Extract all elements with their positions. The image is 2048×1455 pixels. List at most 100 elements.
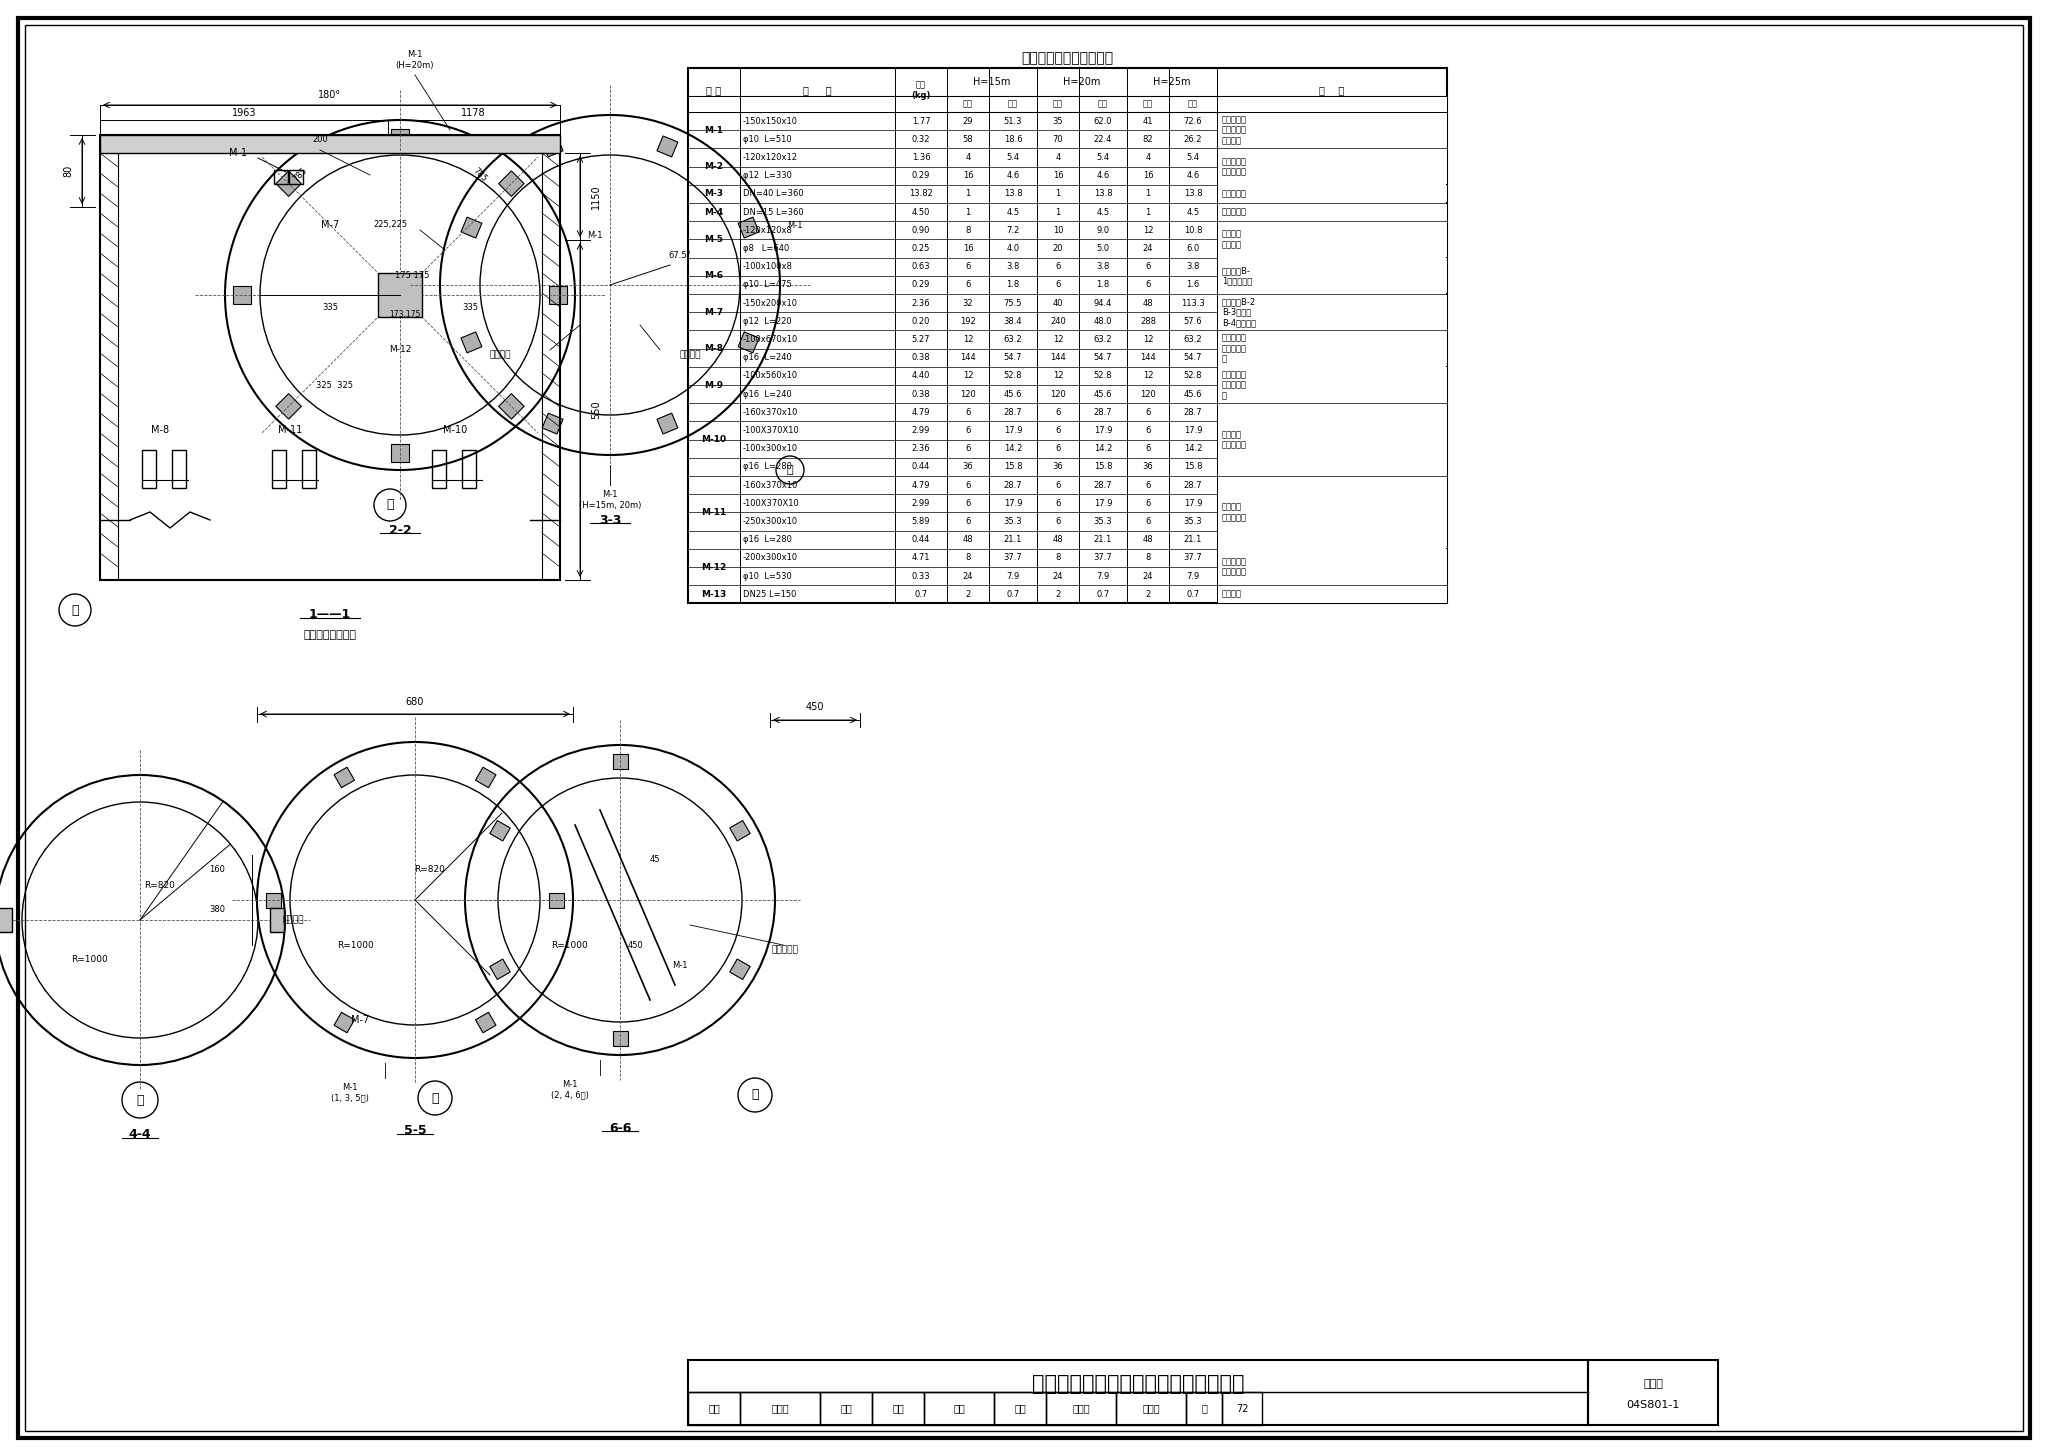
Text: 113.3: 113.3 — [1182, 298, 1204, 307]
Text: 2.36: 2.36 — [911, 444, 930, 453]
Bar — [612, 1032, 627, 1046]
Text: 144: 144 — [1051, 354, 1065, 362]
Text: 13.82: 13.82 — [909, 189, 934, 198]
Text: 14.2: 14.2 — [1004, 444, 1022, 453]
Text: 785: 785 — [471, 166, 489, 183]
Bar — [1217, 330, 1446, 367]
Text: 63.2: 63.2 — [1184, 335, 1202, 343]
Text: 9.0: 9.0 — [1096, 226, 1110, 234]
Text: 用于平台
固定钢梯: 用于平台 固定钢梯 — [1223, 230, 1241, 249]
Text: 件数: 件数 — [1143, 99, 1153, 109]
Text: 预埋套管: 预埋套管 — [489, 351, 510, 359]
Text: 4.6: 4.6 — [1096, 172, 1110, 180]
Text: 6: 6 — [1145, 407, 1151, 416]
Text: R=1000: R=1000 — [551, 940, 588, 950]
Text: 5.4: 5.4 — [1186, 153, 1200, 162]
Text: -100X370X10: -100X370X10 — [743, 426, 801, 435]
Text: 72.6: 72.6 — [1184, 116, 1202, 125]
Text: M-3: M-3 — [705, 189, 723, 198]
Text: M-1
(H=15m, 20m): M-1 (H=15m, 20m) — [580, 490, 641, 509]
Text: M-7: M-7 — [350, 1016, 369, 1024]
Text: 5.4: 5.4 — [1006, 153, 1020, 162]
Text: 180°: 180° — [317, 90, 342, 100]
Text: 0.44: 0.44 — [911, 463, 930, 471]
Text: 45.6: 45.6 — [1094, 390, 1112, 399]
Text: 82: 82 — [1143, 135, 1153, 144]
Text: 尹华容: 尹华容 — [1073, 1404, 1090, 1413]
Text: 门: 门 — [387, 499, 393, 512]
Text: 4: 4 — [965, 153, 971, 162]
Text: 57.6: 57.6 — [1184, 317, 1202, 326]
Text: 4.50: 4.50 — [911, 208, 930, 217]
Text: 总重: 总重 — [1098, 99, 1108, 109]
Text: 54.7: 54.7 — [1004, 354, 1022, 362]
Bar — [1217, 185, 1446, 202]
Text: 0.25: 0.25 — [911, 244, 930, 253]
Text: 36: 36 — [1143, 463, 1153, 471]
Text: 52.8: 52.8 — [1184, 371, 1202, 380]
Text: 单重
(kg): 单重 (kg) — [911, 80, 930, 100]
Text: 0.7: 0.7 — [913, 589, 928, 599]
Text: H=15m: H=15m — [973, 77, 1010, 87]
Text: 37.7: 37.7 — [1004, 553, 1022, 563]
Text: 16: 16 — [963, 172, 973, 180]
Bar — [233, 287, 252, 304]
Text: DN=40 L=360: DN=40 L=360 — [743, 189, 803, 198]
Text: M-1: M-1 — [786, 221, 803, 230]
Text: M-8: M-8 — [152, 425, 170, 435]
Bar — [1217, 204, 1446, 221]
Text: 240: 240 — [1051, 317, 1065, 326]
Text: 4.40: 4.40 — [911, 371, 930, 380]
Text: 门: 门 — [432, 1091, 438, 1104]
Text: 0.44: 0.44 — [911, 535, 930, 544]
Bar — [272, 450, 287, 487]
Text: 35.3: 35.3 — [1004, 517, 1022, 527]
Bar — [270, 908, 285, 933]
Text: 4.5: 4.5 — [1186, 208, 1200, 217]
Text: 67.5°: 67.5° — [668, 250, 692, 259]
Text: φ16  L=240: φ16 L=240 — [743, 390, 793, 399]
Text: φ10  L=530: φ10 L=530 — [743, 572, 793, 581]
Text: -160x370x10: -160x370x10 — [743, 407, 799, 416]
Text: 13.8: 13.8 — [1094, 189, 1112, 198]
Text: 225,225: 225,225 — [373, 221, 408, 230]
Text: 李华宇: 李华宇 — [1143, 1404, 1159, 1413]
Text: 编 号: 编 号 — [707, 84, 721, 95]
Text: 17.9: 17.9 — [1004, 426, 1022, 435]
Text: 门: 门 — [752, 1088, 758, 1101]
Text: M-4: M-4 — [705, 208, 723, 217]
Text: 1: 1 — [1145, 189, 1151, 198]
Text: M-9: M-9 — [705, 381, 723, 390]
Text: 21.1: 21.1 — [1184, 535, 1202, 544]
Bar — [1217, 294, 1446, 330]
Text: 58: 58 — [963, 135, 973, 144]
Text: 0.33: 0.33 — [911, 572, 930, 581]
Text: -100x100x8: -100x100x8 — [743, 262, 793, 271]
Text: M-1: M-1 — [588, 230, 602, 240]
Text: 48: 48 — [1143, 298, 1153, 307]
Text: 6-6: 6-6 — [608, 1122, 631, 1135]
Text: 28.7: 28.7 — [1094, 407, 1112, 416]
Text: 37.7: 37.7 — [1094, 553, 1112, 563]
Text: 120: 120 — [961, 390, 977, 399]
Text: φ12  L=220: φ12 L=220 — [743, 317, 793, 326]
Text: 6: 6 — [1055, 262, 1061, 271]
Text: 用于焊接水
箱环托梁钢
筋: 用于焊接水 箱环托梁钢 筋 — [1223, 333, 1247, 364]
Text: 6: 6 — [1145, 480, 1151, 489]
Text: 4.5: 4.5 — [1096, 208, 1110, 217]
Text: 450: 450 — [805, 701, 823, 711]
Text: 规     格: 规 格 — [803, 84, 831, 95]
Bar — [391, 128, 410, 147]
Bar — [334, 1013, 354, 1033]
Text: 17.9: 17.9 — [1094, 426, 1112, 435]
Text: 22.4: 22.4 — [1094, 135, 1112, 144]
Bar — [549, 287, 567, 304]
Text: M-8: M-8 — [705, 343, 723, 354]
Text: 16: 16 — [1053, 172, 1063, 180]
Bar — [301, 450, 315, 487]
Text: 48: 48 — [963, 535, 973, 544]
Text: 用于焊接B-
1进人孔拉手: 用于焊接B- 1进人孔拉手 — [1223, 266, 1251, 285]
Bar — [141, 450, 156, 487]
Text: 6: 6 — [965, 444, 971, 453]
Bar — [475, 1013, 496, 1033]
